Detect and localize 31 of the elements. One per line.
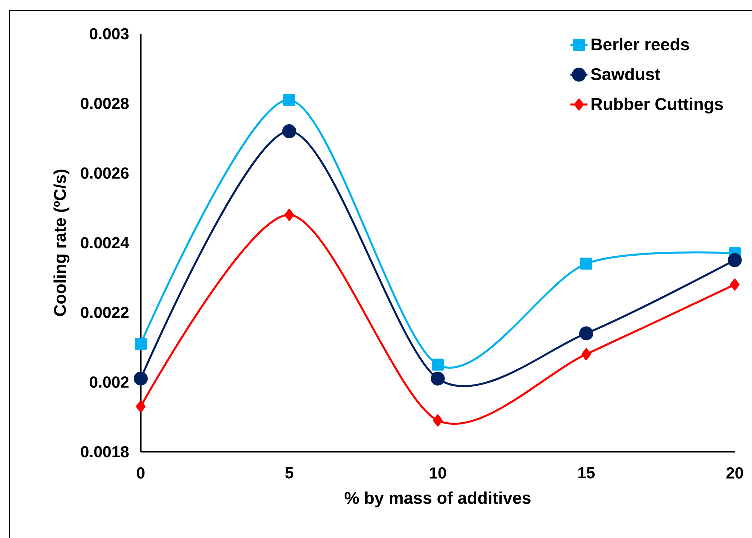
point <box>136 400 146 413</box>
x-tick-label: 20 <box>726 468 744 479</box>
legend-label: Rubber Cuttings <box>592 98 724 114</box>
y-tick-label: 0.003 <box>90 28 129 40</box>
legend-label: Berler reeds <box>592 38 690 51</box>
point <box>582 348 592 360</box>
point <box>284 94 296 106</box>
x-tick-label: 5 <box>286 468 294 479</box>
legend-label: Sawdust <box>591 68 660 81</box>
y-tick-label: 0.0022 <box>81 307 129 318</box>
point <box>284 209 294 222</box>
point <box>580 258 593 270</box>
point <box>728 253 742 268</box>
y-tick-label: 0.002 <box>90 376 129 388</box>
y-tick-label: 0.0026 <box>81 168 129 179</box>
point <box>432 358 444 371</box>
point <box>433 414 443 427</box>
y-tick-label: 0.0028 <box>81 98 129 110</box>
x-tick-label: 10 <box>430 468 446 479</box>
point <box>134 372 148 386</box>
point <box>282 124 297 139</box>
point <box>135 338 148 350</box>
point <box>730 278 740 291</box>
point <box>580 326 594 341</box>
y-axis-title: Cooling rate (ºC/s) <box>54 170 70 316</box>
x-axis-title: % by mass of additives <box>344 492 531 508</box>
y-tick-label: 0.0018 <box>81 446 129 458</box>
point <box>431 372 446 386</box>
y-tick-label: 0.0024 <box>81 237 130 249</box>
x-tick-label: 15 <box>578 468 595 479</box>
x-tick-label: 0 <box>137 468 145 479</box>
